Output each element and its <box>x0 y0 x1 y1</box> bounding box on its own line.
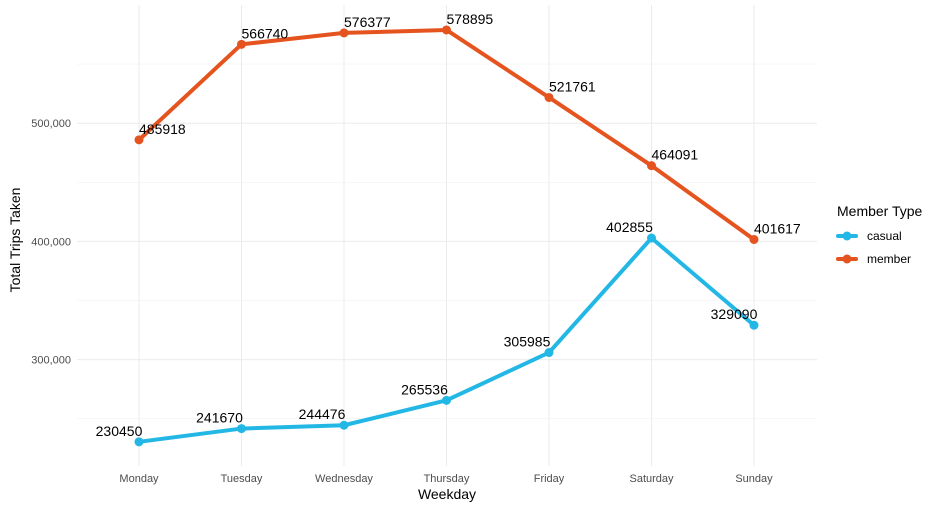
data-label-casual: 241670 <box>196 410 243 426</box>
data-label-member: 401617 <box>754 220 801 236</box>
legend-title: Member Type <box>837 203 923 219</box>
x-tick-label: Thursday <box>424 473 470 485</box>
data-label-casual: 230450 <box>96 423 143 439</box>
data-point-member <box>442 25 451 35</box>
x-tick-label: Saturday <box>629 473 674 485</box>
data-label-member: 578895 <box>447 11 494 27</box>
y-tick-label: 400,000 <box>31 236 71 248</box>
data-point-casual <box>749 320 759 330</box>
legend-key-point-member <box>842 254 852 264</box>
legend-label-member: member <box>867 252 911 266</box>
data-label-casual: 402855 <box>606 219 653 235</box>
legend: Member Type casual member <box>836 203 923 266</box>
x-tick-label: Tuesday <box>221 473 263 485</box>
data-point-member <box>749 234 759 244</box>
series-layer <box>134 25 759 447</box>
data-label-casual: 265536 <box>401 381 448 397</box>
data-point-casual <box>339 420 349 430</box>
y-tick-label: 300,000 <box>31 355 71 367</box>
data-label-member: 521761 <box>549 78 596 94</box>
data-label-member: 566740 <box>242 25 289 41</box>
legend-label-casual: casual <box>867 229 902 243</box>
data-point-member <box>339 28 349 38</box>
data-point-casual <box>237 424 246 434</box>
data-labels: 230450 241670 244476 265536 305985 402855 3290… <box>96 11 801 439</box>
data-label-casual: 244476 <box>299 406 346 422</box>
data-label-casual: 305985 <box>504 334 551 350</box>
data-point-casual <box>442 395 451 405</box>
data-point-member <box>647 161 656 171</box>
data-point-member <box>237 39 246 49</box>
x-tick-label: Monday <box>119 473 159 485</box>
x-axis-title: Weekday <box>418 486 476 502</box>
data-label-member: 485918 <box>139 121 186 137</box>
y-axis-ticks: 300,000 400,000 500,000 <box>31 118 71 366</box>
x-axis-ticks: Monday Tuesday Wednesday Thursday Friday Satu… <box>119 473 773 485</box>
x-tick-label: Wednesday <box>315 473 373 485</box>
data-point-casual <box>544 348 554 358</box>
data-point-casual <box>134 437 144 447</box>
x-tick-label: Sunday <box>735 473 773 485</box>
x-tick-label: Friday <box>534 473 565 485</box>
data-point-member <box>544 92 554 102</box>
y-axis-title: Total Trips Taken <box>7 188 23 293</box>
legend-key-point-casual <box>842 231 852 241</box>
y-tick-label: 500,000 <box>31 118 71 130</box>
data-point-member <box>134 135 144 145</box>
data-point-casual <box>647 233 656 243</box>
data-label-casual: 329090 <box>711 306 758 322</box>
data-label-member: 464091 <box>652 147 699 163</box>
data-label-member: 576377 <box>344 14 391 30</box>
